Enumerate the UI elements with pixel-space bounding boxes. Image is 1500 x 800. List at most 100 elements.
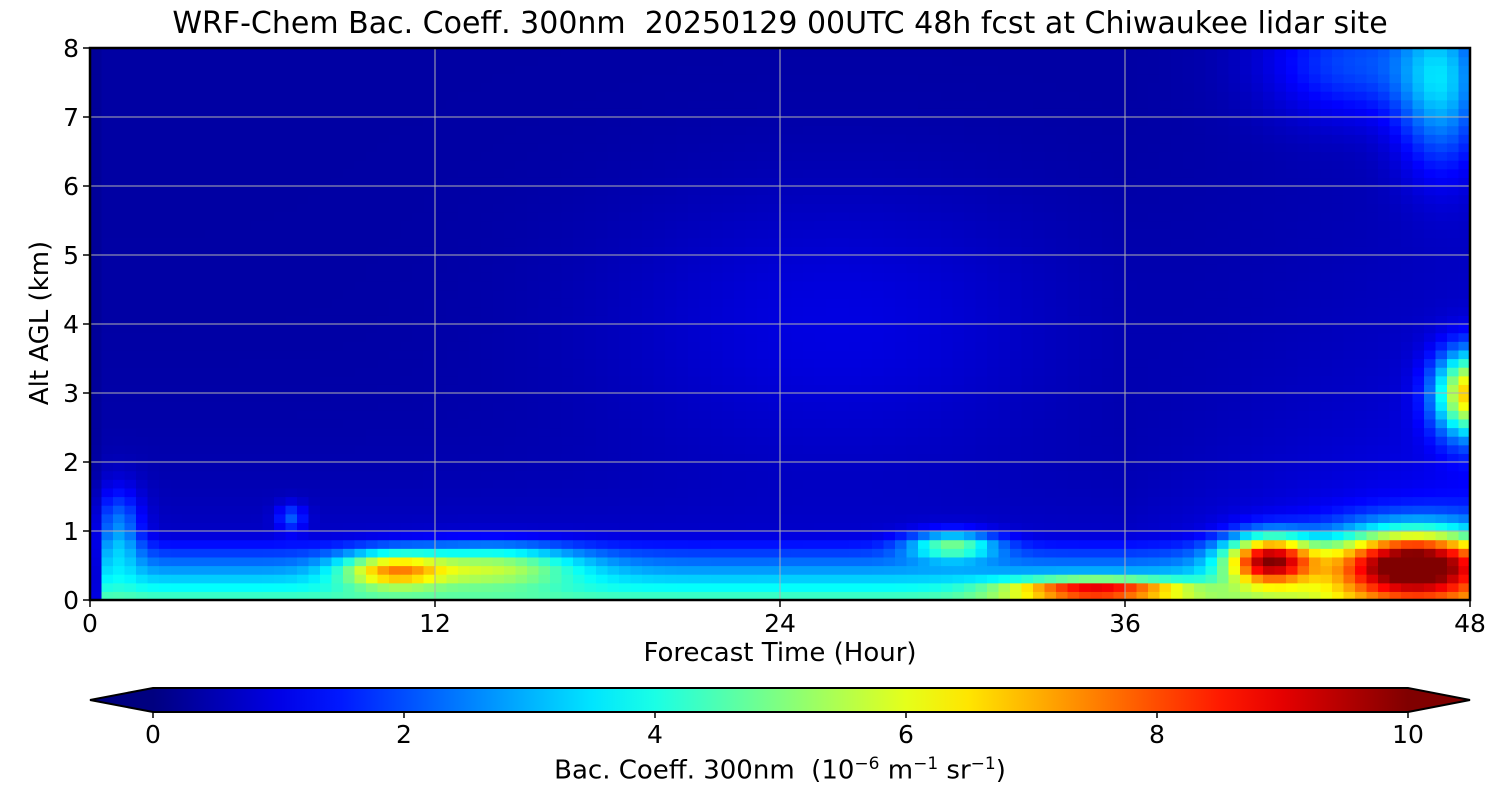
heatmap-cell [780, 410, 793, 420]
heatmap-cell [423, 410, 436, 420]
heatmap-cell [216, 315, 229, 325]
heatmap-cell [745, 496, 758, 506]
heatmap-cell [320, 479, 333, 489]
heatmap-cell [343, 306, 356, 316]
heatmap-cell [768, 229, 781, 239]
heatmap-cell [987, 591, 1000, 601]
heatmap-cell [136, 272, 149, 282]
heatmap-cell [941, 591, 954, 601]
heatmap-cell [676, 556, 689, 567]
heatmap-cell [676, 479, 689, 489]
heatmap-cell [423, 229, 436, 239]
heatmap-cell [584, 168, 597, 178]
heatmap-cell [147, 246, 160, 256]
heatmap-cell [699, 479, 712, 489]
heatmap-cell [929, 453, 942, 463]
heatmap-cell [366, 384, 379, 394]
heatmap-cell [722, 531, 735, 541]
heatmap-cell [734, 289, 747, 299]
heatmap-cell [918, 591, 931, 601]
heatmap-cell [458, 341, 471, 351]
heatmap-cell [515, 246, 528, 256]
heatmap-cell [458, 349, 471, 360]
heatmap-cell [262, 82, 275, 92]
heatmap-cell [573, 211, 586, 222]
heatmap-cell [964, 444, 977, 454]
heatmap-cell [780, 487, 793, 498]
heatmap-cell [918, 531, 931, 541]
heatmap-cell [665, 410, 678, 420]
heatmap-cell [619, 556, 632, 567]
heatmap-cell [711, 272, 724, 282]
heatmap-cell [228, 462, 241, 472]
heatmap-cell [90, 194, 103, 204]
heatmap-cell [584, 444, 597, 454]
heatmap-cell [331, 548, 344, 558]
heatmap-cell [308, 522, 321, 532]
heatmap-cell [642, 306, 655, 316]
heatmap-cell [136, 393, 149, 403]
heatmap-cell [469, 470, 482, 480]
heatmap-cell [458, 574, 471, 584]
heatmap-cell [688, 418, 701, 429]
heatmap-cell [860, 142, 873, 153]
heatmap-cell [630, 358, 643, 368]
heatmap-cell [469, 306, 482, 316]
heatmap-cell [872, 237, 885, 247]
heatmap-cell [745, 358, 758, 368]
heatmap-cell [561, 444, 574, 454]
heatmap-cell [492, 73, 505, 84]
heatmap-cell [458, 280, 471, 291]
heatmap-cell [722, 539, 735, 549]
heatmap-cell [699, 393, 712, 403]
heatmap-cell [458, 324, 471, 334]
heatmap-cell [665, 134, 678, 144]
heatmap-cell [193, 306, 206, 316]
heatmap-cell [849, 384, 862, 394]
heatmap-cell [159, 358, 172, 368]
heatmap-cell [124, 444, 137, 454]
heatmap-cell [285, 237, 298, 247]
heatmap-cell [929, 298, 942, 308]
heatmap-cell [251, 272, 264, 282]
heatmap-cell [607, 263, 620, 273]
heatmap-cell [860, 453, 873, 463]
heatmap-cell [550, 393, 563, 403]
heatmap-cell [780, 246, 793, 256]
heatmap-cell [653, 513, 666, 523]
heatmap-cell [573, 436, 586, 446]
heatmap-cell [412, 315, 425, 325]
heatmap-cell [343, 280, 356, 291]
heatmap-cell [366, 401, 379, 411]
heatmap-cell [573, 548, 586, 558]
heatmap-cell [596, 91, 609, 101]
heatmap-cell [607, 367, 620, 377]
heatmap-cell [630, 349, 643, 360]
heatmap-cell [308, 134, 321, 144]
heatmap-cell [860, 160, 873, 170]
heatmap-cell [239, 306, 252, 316]
heatmap-cell [895, 462, 908, 472]
heatmap-cell [837, 91, 850, 101]
heatmap-cell [159, 246, 172, 256]
heatmap-cell [619, 487, 632, 498]
heatmap-cell [90, 99, 103, 109]
heatmap-cell [964, 427, 977, 437]
heatmap-cell [262, 246, 275, 256]
heatmap-cell [251, 436, 264, 446]
heatmap-cell [745, 117, 758, 127]
heatmap-cell [435, 410, 448, 420]
heatmap-cell [860, 393, 873, 403]
heatmap-cell [929, 134, 942, 144]
heatmap-cell [389, 246, 402, 256]
heatmap-cell [308, 410, 321, 420]
heatmap-cell [826, 315, 839, 325]
heatmap-cell [734, 384, 747, 394]
heatmap-cell [952, 168, 965, 178]
heatmap-cell [895, 151, 908, 161]
heatmap-cell [630, 565, 643, 575]
heatmap-cell [136, 134, 149, 144]
heatmap-cell [239, 108, 252, 118]
heatmap-cell [285, 487, 298, 498]
heatmap-cell [216, 82, 229, 92]
